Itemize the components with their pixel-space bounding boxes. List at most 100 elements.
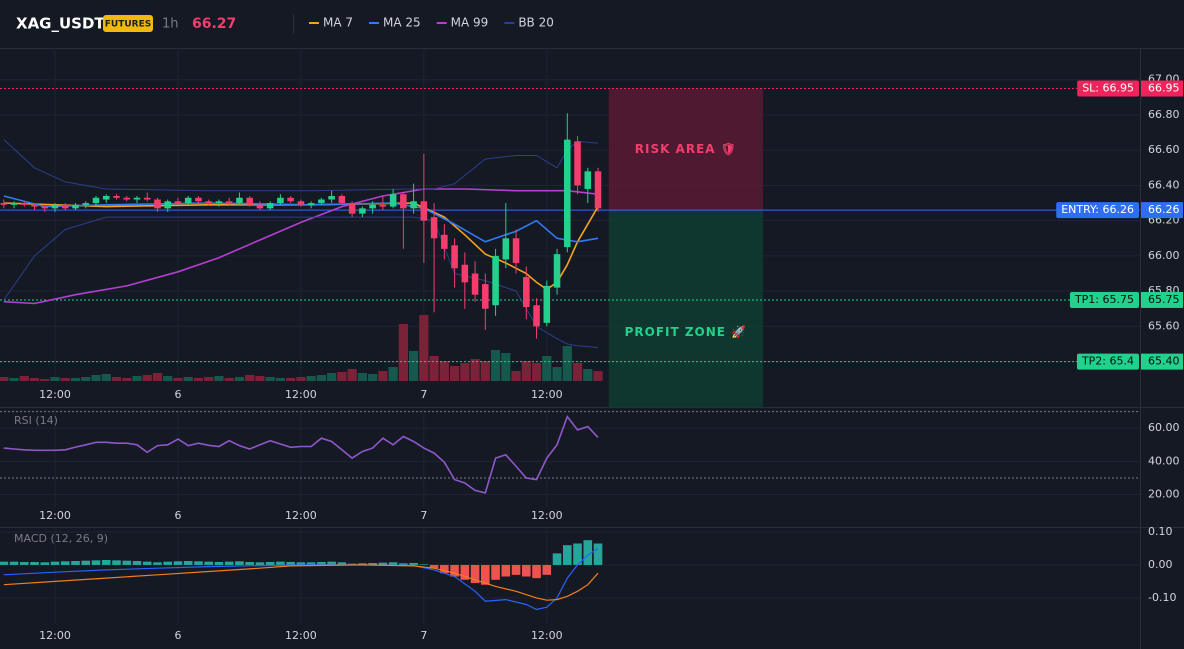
candle-body — [31, 204, 38, 207]
x-tick-label: 12:00 — [39, 388, 71, 401]
candle-body — [72, 204, 79, 209]
macd-histogram-bar — [460, 564, 470, 580]
macd-histogram-bar — [562, 545, 572, 565]
candle-body — [256, 204, 264, 209]
zone — [608, 88, 763, 211]
macd-histogram-bar — [276, 561, 285, 565]
volume-bar — [163, 376, 173, 381]
level-value-tag — [1141, 353, 1183, 370]
candle-body — [61, 204, 69, 209]
volume-bar — [234, 377, 245, 381]
macd-histogram-bar — [112, 560, 121, 565]
macd-histogram-bar — [286, 561, 295, 565]
candle-body — [123, 197, 131, 200]
candle-body — [400, 194, 407, 209]
volume-bar — [296, 377, 306, 381]
panel: 0.10 0.00 -0.10 12:00 6 12:00 7 12:00 MACD (12, … — [0, 525, 1176, 642]
macd-histogram-bar — [306, 562, 316, 565]
y-tick-label: 60.00 — [1148, 421, 1180, 434]
volume-bar — [70, 378, 81, 381]
macd-line — [3, 547, 599, 611]
macd-histogram-bar — [19, 561, 29, 565]
badge: FUTURES — [105, 20, 151, 30]
indicator-line — [3, 195, 599, 243]
candle-body — [307, 203, 315, 205]
candle-body — [502, 238, 510, 260]
candle-body — [287, 197, 294, 202]
macd-histogram-bar — [122, 560, 132, 565]
interval: 1h — [162, 17, 179, 32]
macd-histogram-bar — [40, 562, 50, 565]
macd-histogram-bar — [511, 564, 521, 575]
candle-body — [318, 199, 325, 204]
panel: 60.00 40.00 20.00 12:00 6 12:00 7 12:00 RSI (14) — [0, 410, 1180, 522]
candle-body — [523, 277, 530, 307]
candle-body — [389, 194, 397, 207]
volume-bar — [572, 363, 583, 381]
macd-histogram-bar — [470, 564, 480, 584]
macd-histogram-bar — [552, 553, 562, 565]
badge-background — [103, 15, 153, 32]
macd-histogram-bar — [542, 564, 552, 575]
volume-bar — [214, 376, 224, 381]
macd-histogram-bar — [501, 564, 511, 577]
volume-bar — [439, 361, 449, 381]
macd-histogram-bar — [224, 561, 234, 565]
candle-body — [379, 204, 387, 207]
candle-body — [82, 203, 90, 205]
y-tick-label: 40.00 — [1148, 454, 1180, 467]
macd-histogram-bar — [71, 560, 80, 565]
x-tick-label: 12:00 — [39, 629, 71, 642]
volume-bar — [562, 346, 572, 381]
volume-bar — [81, 377, 91, 381]
level-value-tag — [1141, 202, 1183, 219]
macd-histogram-bar — [245, 561, 254, 565]
volume-bar — [542, 356, 552, 381]
macd-histogram-bar — [9, 561, 19, 565]
macd-line — [3, 564, 599, 601]
macd-histogram-bar — [429, 564, 439, 569]
candle-body — [205, 201, 212, 204]
x-tick-label: 6 — [174, 509, 181, 522]
macd-histogram-bar — [296, 562, 306, 565]
candle-body — [164, 201, 171, 209]
candle-body — [297, 201, 305, 205]
volume-bar — [142, 375, 152, 381]
y-tick-label: 65.60 — [1148, 319, 1180, 332]
candle-body — [584, 171, 592, 189]
macd-histogram-bar — [255, 562, 265, 565]
x-tick-label: 7 — [420, 509, 427, 522]
level-value-tag — [1141, 80, 1183, 97]
macd-histogram-bar — [0, 561, 9, 565]
volume-bar — [132, 376, 142, 381]
candle-body — [10, 203, 18, 205]
macd-histogram-bar — [388, 562, 398, 565]
volume-bar — [50, 377, 60, 381]
volume-bar — [111, 377, 122, 381]
volume-bar — [152, 373, 163, 381]
x-tick-label: 7 — [420, 388, 427, 401]
panel-title: MACD (12, 26, 9) — [14, 532, 108, 545]
macd-histogram-bar — [409, 562, 418, 565]
volume-bar — [449, 366, 460, 381]
y-tick-label: -0.10 — [1148, 591, 1176, 604]
macd-histogram-bar — [327, 561, 336, 565]
x-tick-label: 12:00 — [39, 509, 71, 522]
candle-body — [225, 201, 233, 204]
macd-histogram-bar — [337, 562, 347, 565]
candle-body — [512, 238, 520, 263]
panel: 67.0066.8066.6066.4066.2066.0065.8065.60… — [0, 48, 1183, 408]
macd-histogram-bar — [30, 561, 39, 565]
volume-bar — [511, 371, 521, 381]
macd-histogram-bar — [583, 540, 593, 565]
volume-bar — [583, 369, 593, 381]
x-tick-label: 12:00 — [531, 388, 563, 401]
candle-body — [543, 285, 551, 323]
macd-histogram-bar — [50, 561, 60, 565]
level-label: TP1: 65.75 — [1074, 293, 1134, 306]
macd-histogram-bar — [317, 561, 326, 565]
candle-body — [51, 204, 59, 209]
volume-bar — [40, 379, 50, 381]
candle-body — [266, 203, 274, 209]
macd-histogram-bar — [593, 543, 603, 565]
